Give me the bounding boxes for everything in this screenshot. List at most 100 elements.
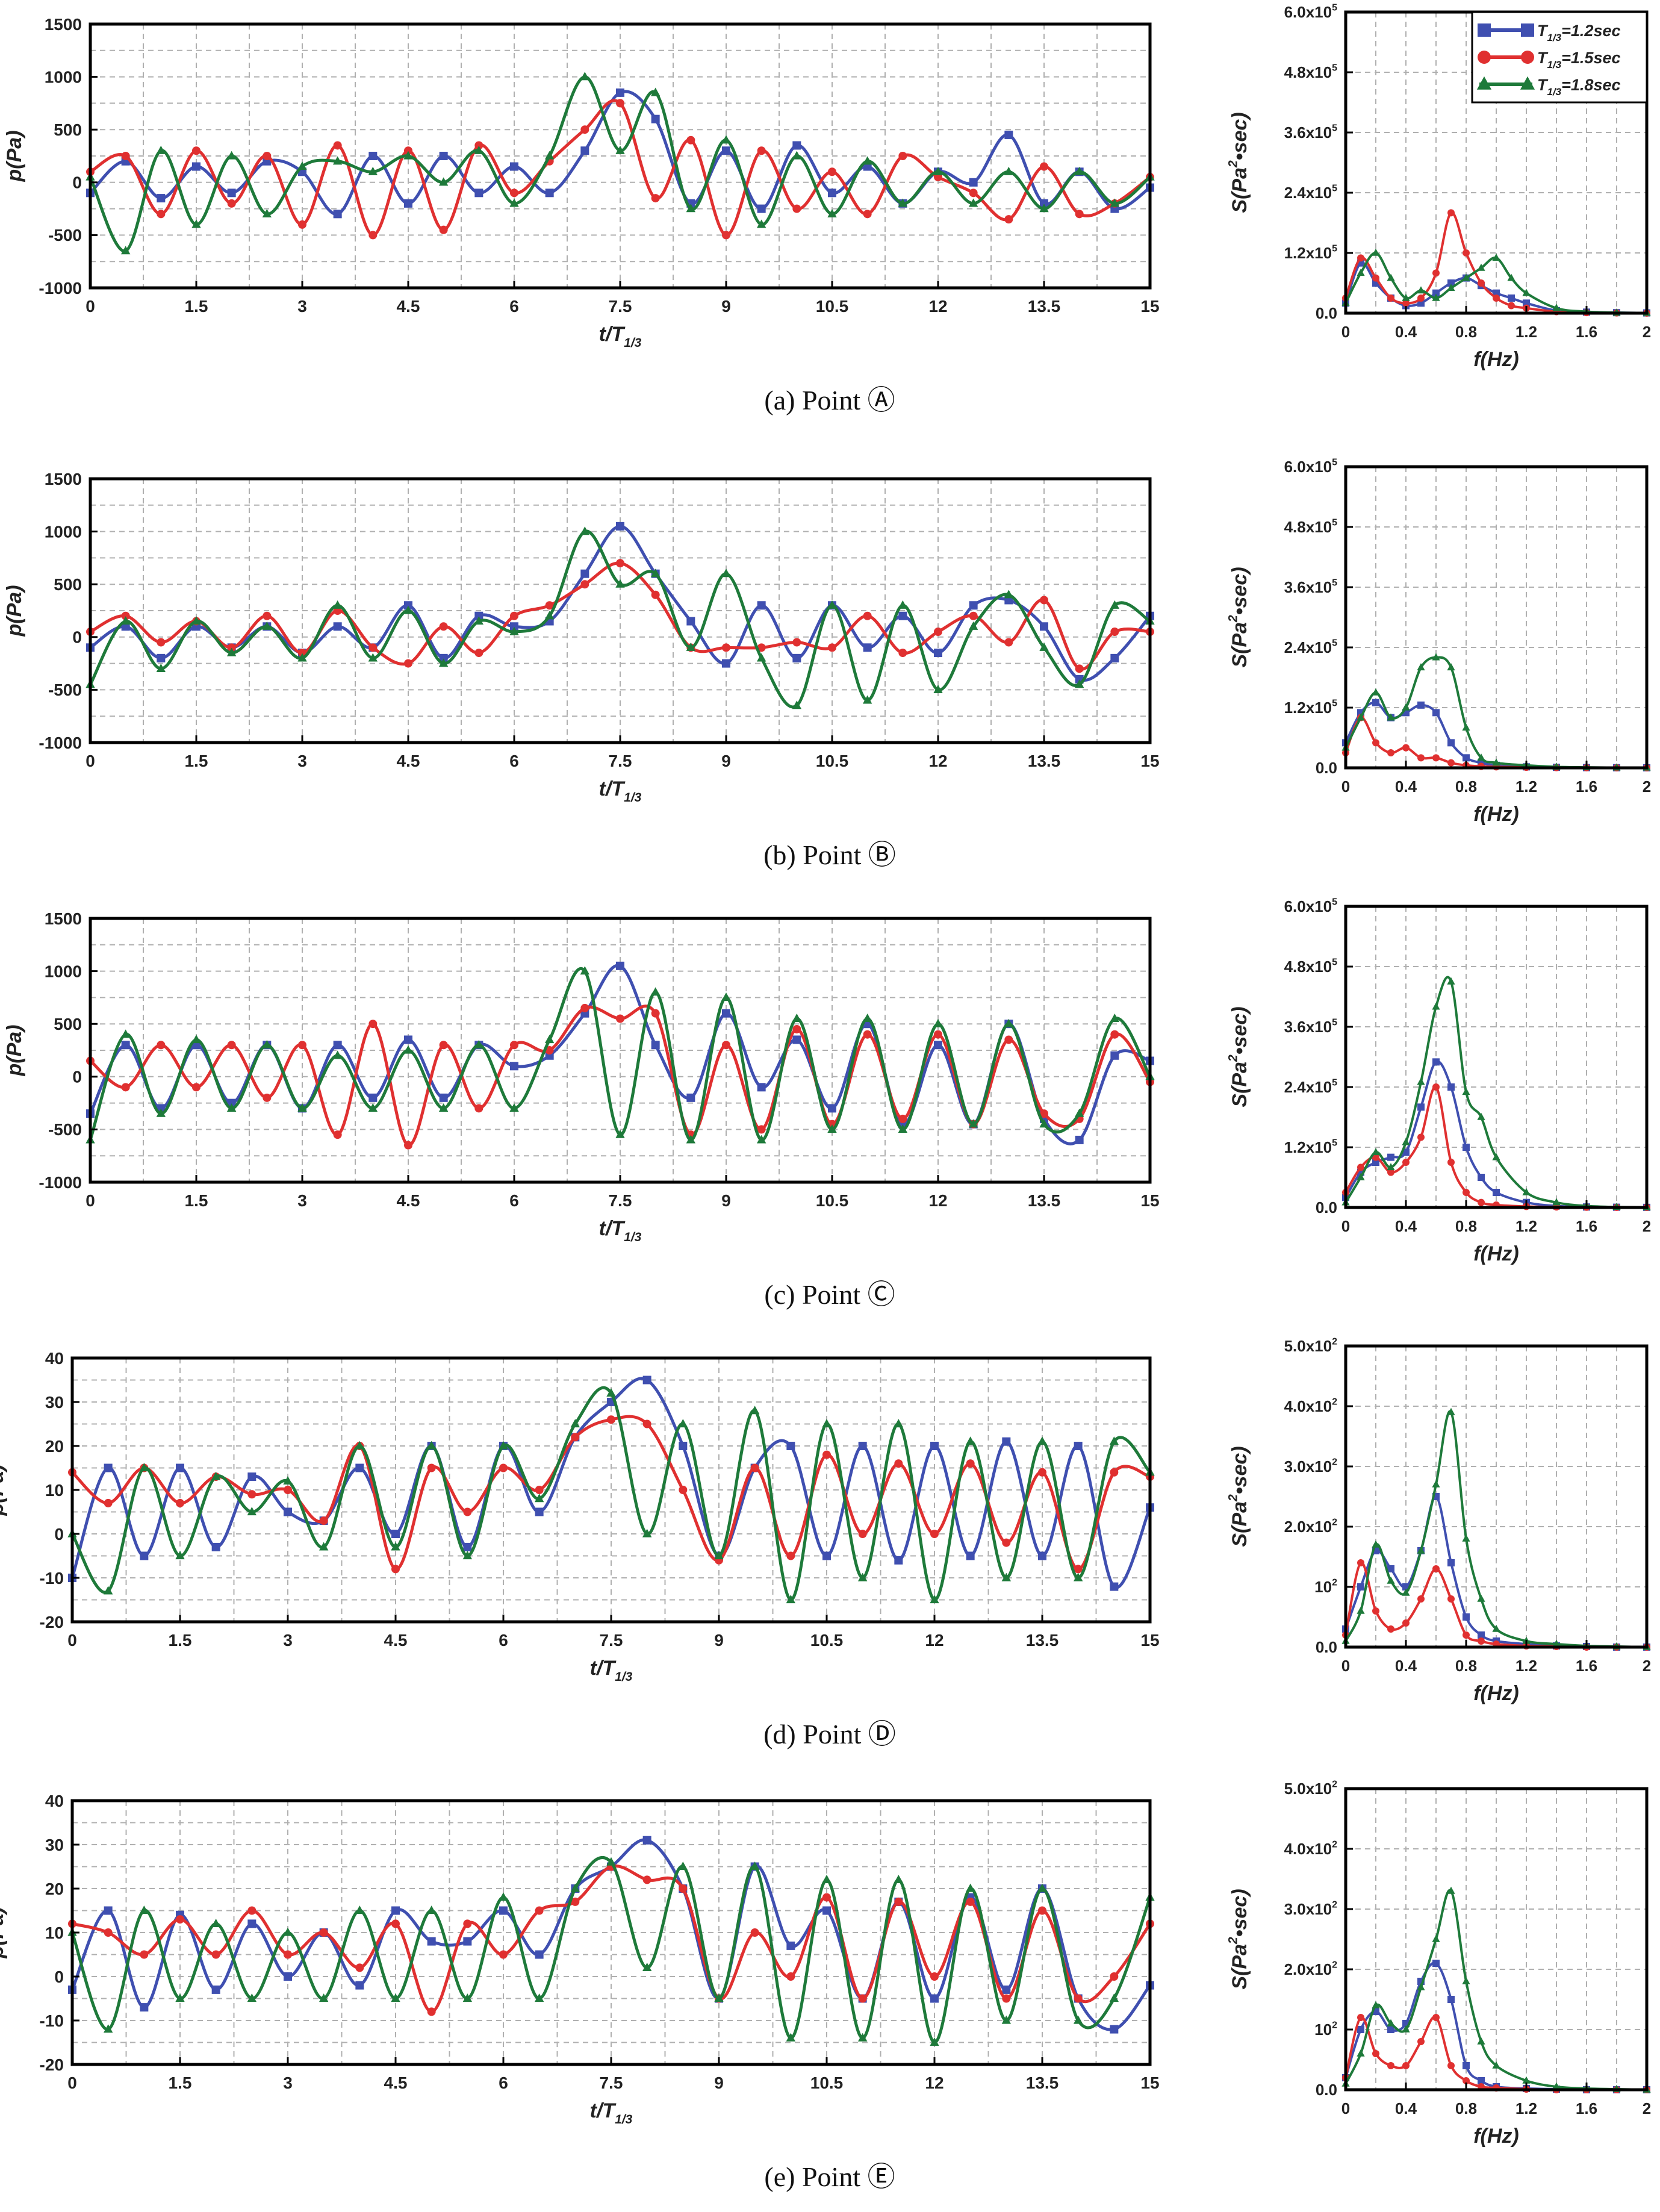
y-tick-label: 5.0x102 — [1284, 1779, 1338, 1798]
y-tick-label: 4.8x105 — [1284, 517, 1338, 536]
data-point — [368, 653, 378, 662]
data-point — [1074, 166, 1084, 175]
data-point — [863, 1030, 872, 1039]
data-point — [757, 1083, 766, 1092]
x-tick-label: 1.5 — [185, 752, 208, 770]
time-series-chart-a: 0 1.5 3 4.5 6 7.5 9 10.5 12 13.5 15 1500 1000 500 0 -50… — [3, 15, 1160, 350]
data-point — [1417, 1103, 1425, 1111]
x-tick-label: 10.5 — [816, 1191, 849, 1210]
data-point — [930, 1994, 939, 2003]
data-point — [1002, 1538, 1011, 1547]
x-tick-label: 1.5 — [185, 297, 208, 316]
data-point — [1402, 1148, 1410, 1156]
data-point — [297, 653, 307, 662]
data-point — [1432, 1960, 1440, 1967]
y-tick-label: 0.0 — [1316, 304, 1337, 322]
data-point — [120, 1029, 131, 1038]
data-point — [1477, 1594, 1485, 1602]
data-point — [1478, 2077, 1485, 2084]
data-point — [1004, 215, 1013, 224]
data-point — [615, 1129, 625, 1138]
data-point — [750, 1862, 760, 1871]
data-point — [1522, 288, 1531, 296]
data-point — [757, 1125, 766, 1134]
y-tick-label: 6.0x105 — [1284, 2, 1338, 21]
data-point — [463, 1542, 472, 1551]
data-point — [1492, 1153, 1500, 1161]
series-2 — [85, 72, 1155, 255]
data-point — [1372, 739, 1379, 747]
data-point — [283, 1476, 293, 1485]
data-point — [1463, 754, 1470, 762]
panel-caption: (b) Point Ⓑ — [763, 840, 896, 870]
data-point — [1110, 2025, 1119, 2034]
y-tick-label: -1000 — [39, 1173, 82, 1192]
data-point — [297, 161, 307, 170]
data-point — [968, 621, 978, 630]
data-point — [616, 961, 624, 970]
y-axis-label: S(Pa2•sec) — [1226, 1889, 1251, 1989]
x-tick-label: 0.8 — [1455, 1657, 1477, 1675]
data-point — [535, 1486, 544, 1494]
data-point — [140, 2003, 149, 2012]
data-point — [757, 601, 766, 610]
data-point — [1463, 2077, 1470, 2084]
data-point — [368, 1103, 378, 1112]
data-point — [1110, 628, 1119, 637]
y-tick-label: 5.0x102 — [1284, 1336, 1338, 1355]
data-point — [298, 1041, 306, 1050]
data-point — [1387, 749, 1394, 756]
data-point — [1037, 1883, 1047, 1892]
y-tick-label: -500 — [48, 226, 82, 245]
x-tick-label: 6 — [499, 1631, 508, 1650]
data-point — [1462, 1534, 1470, 1542]
data-point — [333, 210, 342, 219]
data-point — [721, 569, 731, 578]
caption-symbol: Ⓐ — [868, 385, 895, 416]
data-point — [1432, 1565, 1440, 1572]
data-point — [1417, 1546, 1425, 1554]
data-point — [1462, 1088, 1470, 1095]
data-point — [969, 601, 978, 610]
x-tick-label: 13.5 — [1028, 752, 1061, 770]
y-tick-label: 2.4x105 — [1284, 1077, 1338, 1096]
data-point — [355, 1463, 364, 1472]
data-point — [262, 621, 272, 630]
data-point — [750, 1928, 759, 1937]
data-point — [1110, 1014, 1120, 1023]
x-tick-label: 0 — [85, 752, 95, 770]
data-point — [499, 1441, 508, 1450]
series-line — [89, 529, 1151, 709]
data-point — [1110, 600, 1120, 609]
data-point — [570, 1883, 580, 1892]
data-point — [404, 199, 412, 208]
data-point — [1447, 284, 1455, 291]
data-point — [1001, 1572, 1012, 1581]
data-point — [792, 638, 801, 647]
time-series-chart-c: 0 1.5 3 4.5 6 7.5 9 10.5 12 13.5 15 1500 1000 500 0 -50… — [3, 909, 1160, 1244]
data-point — [227, 188, 236, 198]
data-point — [191, 219, 201, 228]
data-point — [284, 1486, 292, 1494]
spectrum-chart-a: 0 0.4 0.8 1.2 1.6 2 6.0x105 4.8x105 3.6x105 2.4x1… — [1226, 2, 1652, 371]
data-point — [427, 1937, 436, 1946]
x-axis-label: f(Hz) — [1473, 2125, 1519, 2148]
x-tick-label: 1.6 — [1576, 777, 1597, 796]
data-point — [1357, 1173, 1365, 1180]
data-point — [1417, 286, 1425, 294]
data-point — [1387, 1153, 1394, 1161]
y-tick-label: 3.0x102 — [1284, 1899, 1338, 1918]
data-point — [642, 1375, 651, 1385]
data-point — [1477, 2037, 1485, 2045]
data-point — [863, 611, 872, 620]
data-point — [1478, 1198, 1485, 1206]
data-point — [1387, 1565, 1394, 1572]
x-tick-label: 6 — [499, 2073, 508, 2092]
y-tick-label: 1000 — [45, 67, 82, 86]
data-point — [1432, 754, 1440, 762]
data-point — [1447, 209, 1455, 217]
data-point — [1357, 713, 1365, 721]
data-point — [284, 1507, 292, 1516]
legend-marker — [1478, 51, 1491, 64]
x-tick-label: 0 — [67, 2073, 77, 2092]
